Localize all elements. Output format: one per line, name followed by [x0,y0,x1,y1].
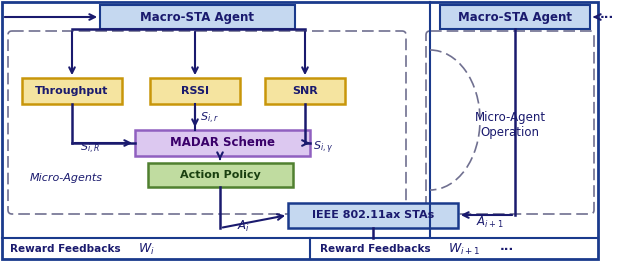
Text: SNR: SNR [292,86,318,96]
Text: IEEE 802.11ax STAs: IEEE 802.11ax STAs [312,210,434,220]
FancyBboxPatch shape [150,78,240,104]
Text: ···: ··· [600,10,614,23]
Text: $S_{i,R}$: $S_{i,R}$ [80,140,100,156]
Text: Action Policy: Action Policy [180,170,260,180]
Text: Throughput: Throughput [35,86,109,96]
FancyBboxPatch shape [288,203,458,228]
Text: Macro-STA Agent: Macro-STA Agent [458,10,572,23]
Text: $\boldsymbol{W_i}$: $\boldsymbol{W_i}$ [138,241,155,257]
FancyBboxPatch shape [135,130,310,156]
Text: Micro-Agents: Micro-Agents [30,173,103,183]
FancyBboxPatch shape [265,78,345,104]
FancyBboxPatch shape [100,5,295,29]
Text: Reward Feedbacks: Reward Feedbacks [320,244,431,254]
Text: $S_{i,r}$: $S_{i,r}$ [200,110,219,126]
FancyBboxPatch shape [22,78,122,104]
Text: $\boldsymbol{W_{i+1}}$: $\boldsymbol{W_{i+1}}$ [448,241,480,257]
FancyBboxPatch shape [440,5,590,29]
Text: $A_i$: $A_i$ [237,218,250,234]
Text: Reward Feedbacks: Reward Feedbacks [10,244,120,254]
Text: Micro-Agent
Operation: Micro-Agent Operation [474,111,545,139]
FancyBboxPatch shape [148,163,293,187]
Text: $S_{i,\gamma}$: $S_{i,\gamma}$ [313,140,333,156]
Text: RSSI: RSSI [181,86,209,96]
Text: Macro-STA Agent: Macro-STA Agent [140,10,254,23]
Text: $A_{i+1}$: $A_{i+1}$ [476,215,504,230]
Text: ···: ··· [500,242,515,256]
Text: MADAR Scheme: MADAR Scheme [170,137,275,150]
